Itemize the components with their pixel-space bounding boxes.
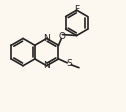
Text: N: N — [43, 34, 50, 43]
Text: N: N — [43, 61, 50, 70]
Text: F: F — [74, 5, 79, 14]
Text: O: O — [59, 32, 66, 41]
Text: S: S — [66, 59, 72, 68]
